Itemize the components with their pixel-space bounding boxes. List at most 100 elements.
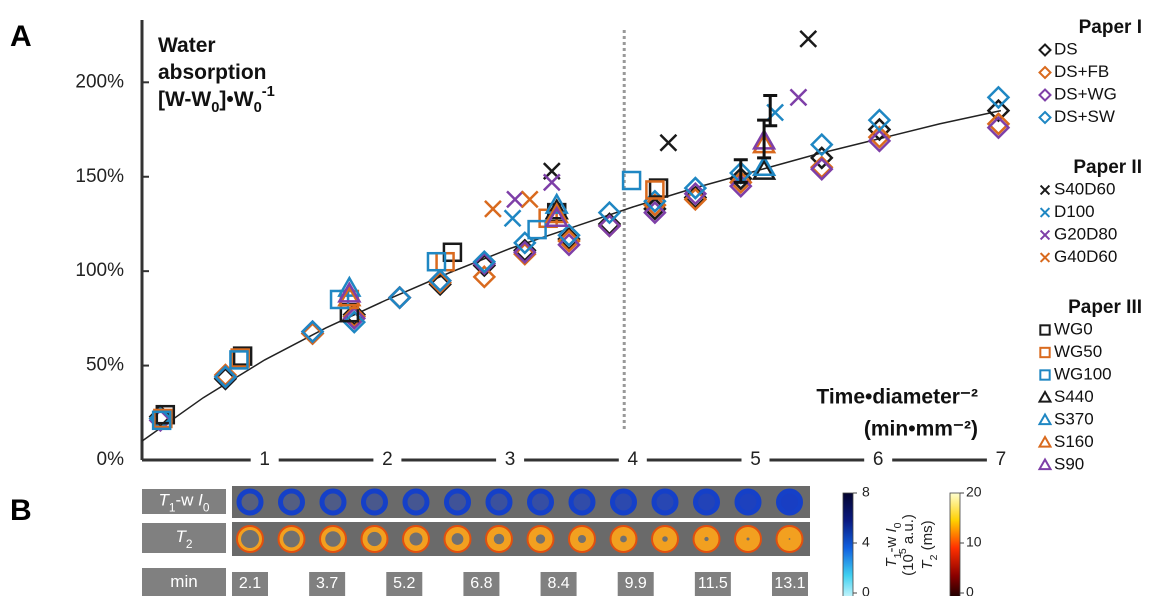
sample-core [452, 533, 464, 545]
time-label: 2.1 [239, 575, 261, 592]
image-row [232, 522, 810, 556]
point [529, 221, 546, 238]
legend-marker [1040, 67, 1051, 78]
colorbar-tick-label: 10 [966, 534, 982, 550]
sample-ring [239, 491, 261, 513]
legend-marker [1041, 231, 1050, 240]
sample-core [662, 536, 668, 542]
sample-ring [488, 491, 510, 513]
legend-label: S440 [1054, 387, 1094, 406]
point [507, 191, 523, 207]
sample-ring [571, 491, 593, 513]
x-tick-label: 5 [750, 449, 761, 470]
sample-ring [405, 491, 427, 513]
point [544, 174, 560, 190]
y-tick-label: 200% [75, 71, 124, 92]
legend-marker [1040, 45, 1051, 56]
point [522, 191, 538, 207]
legend-label: G20D80 [1054, 224, 1117, 243]
legend-title: Paper II [1073, 157, 1142, 178]
legend-marker [1040, 348, 1049, 357]
sample-core [704, 537, 708, 541]
legend-label: S90 [1054, 454, 1084, 473]
label-part: -1 [262, 84, 275, 100]
legend-marker [1041, 186, 1050, 195]
panel-label: B [10, 494, 32, 527]
label-part: (ms) [919, 520, 936, 554]
point [485, 201, 501, 217]
sample-ring [530, 491, 552, 513]
label-part: 0 [203, 501, 210, 515]
legend-label: DS+WG [1054, 84, 1117, 103]
sample-ring [779, 491, 801, 513]
point [505, 210, 521, 226]
colorbar [843, 493, 853, 596]
x-tick-label: 4 [628, 449, 639, 470]
sample-core [789, 538, 791, 540]
legend-marker [1041, 253, 1050, 262]
legend-marker [1040, 392, 1051, 402]
legend-title: Paper I [1079, 17, 1142, 38]
legend-marker [1040, 370, 1049, 379]
image-row [232, 486, 810, 518]
legend-label: G40D60 [1054, 247, 1117, 266]
sample-core [494, 534, 505, 545]
legend-marker [1040, 415, 1051, 425]
legend-marker [1041, 208, 1050, 217]
sample-core [620, 536, 627, 543]
y-axis-title: Water [158, 34, 216, 57]
label-part: [W-W [158, 88, 211, 111]
label-part: 2 [186, 537, 193, 551]
sample-ring [447, 491, 469, 513]
time-label: 13.1 [774, 575, 805, 592]
sample-core [746, 537, 749, 540]
label-part: 0 [211, 100, 219, 116]
sample-core [409, 532, 422, 545]
label-part: Water [158, 34, 216, 57]
label-part: min [170, 572, 197, 591]
point [660, 135, 676, 151]
legend-label: DS+FB [1054, 62, 1109, 81]
time-label: 5.2 [393, 575, 415, 592]
x-axis-title: Time•diameter⁻² [816, 386, 978, 409]
sample-ring [364, 491, 386, 513]
sample-ring [654, 491, 676, 513]
y-tick-label: 50% [86, 355, 124, 376]
sample-ring [613, 491, 635, 513]
figure: A B 0%50%100%150%200%1234567Waterabsorpt… [0, 0, 1150, 596]
x-tick-label: 7 [996, 449, 1007, 470]
sample-core [536, 534, 545, 543]
time-label: 3.7 [316, 575, 338, 592]
row-label: min [170, 572, 197, 591]
point [988, 87, 1008, 107]
label-part: -w [175, 491, 198, 510]
sample-core [578, 535, 586, 543]
colorbar-tick-label: 4 [862, 534, 870, 550]
legend-label: WG100 [1054, 364, 1112, 383]
legend-marker [1040, 325, 1049, 334]
x-tick-label: 2 [382, 449, 393, 470]
point [800, 31, 816, 47]
sample-ring [737, 491, 759, 513]
time-label: 6.8 [470, 575, 492, 592]
sample-core [325, 531, 341, 547]
colorbar [950, 493, 960, 596]
legend-label: DS [1054, 39, 1078, 58]
label-part: a.u.) [900, 514, 917, 548]
y-tick-label: 150% [75, 166, 124, 187]
label-part: absorption [158, 61, 267, 84]
colorbar-tick-label: 8 [862, 484, 870, 500]
legend-label: S160 [1054, 432, 1094, 451]
x-tick-label: 3 [505, 449, 516, 470]
colorbar-tick-label: 0 [966, 584, 974, 596]
legend-marker [1040, 112, 1051, 123]
point [790, 89, 806, 105]
label-part: ]•W [219, 88, 253, 111]
panel-label: A [10, 20, 32, 53]
time-label: 11.5 [698, 575, 728, 592]
legend-label: S370 [1054, 409, 1094, 428]
sample-ring [322, 491, 344, 513]
legend-label: S40D60 [1054, 179, 1115, 198]
legend-title: Paper III [1068, 297, 1142, 318]
x-tick-label: 6 [873, 449, 884, 470]
